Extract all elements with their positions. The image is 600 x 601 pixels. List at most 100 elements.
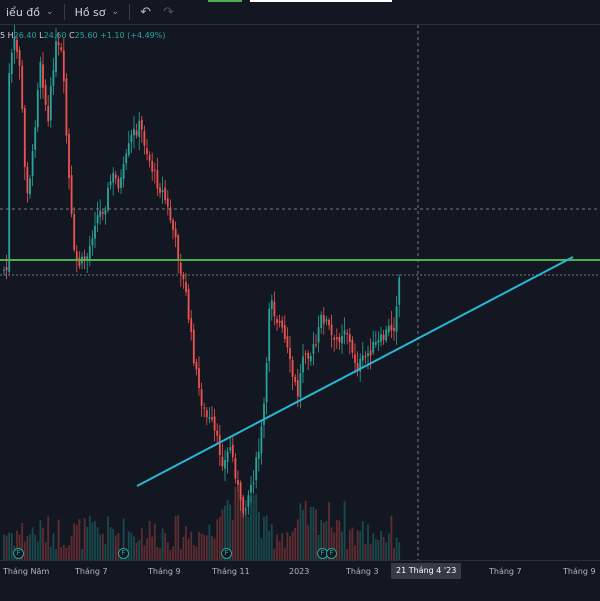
candle-body bbox=[39, 61, 42, 88]
candle-body bbox=[198, 368, 200, 389]
candle-body bbox=[239, 482, 242, 500]
low-key: L bbox=[39, 31, 44, 40]
candle-body bbox=[328, 319, 330, 326]
volume-bar bbox=[317, 534, 320, 560]
candle-body bbox=[278, 320, 281, 323]
volume-bar bbox=[211, 536, 213, 560]
volume-bar bbox=[99, 534, 102, 560]
volume-bar bbox=[359, 531, 362, 560]
candle-body bbox=[302, 356, 304, 373]
volume-bar bbox=[281, 532, 284, 560]
volume-bar bbox=[372, 533, 375, 560]
volume-bar bbox=[361, 521, 364, 560]
volume-bar bbox=[18, 534, 21, 560]
candle-body bbox=[343, 330, 346, 335]
candle-body bbox=[330, 324, 333, 335]
candle-body bbox=[380, 334, 382, 342]
volume-bar bbox=[377, 540, 380, 560]
volume-bar bbox=[395, 537, 398, 560]
candle-body bbox=[190, 318, 193, 333]
close-value: 25.60 bbox=[74, 31, 98, 40]
candle-body bbox=[369, 350, 372, 356]
x-tick-label: Tháng 11 bbox=[212, 567, 250, 576]
price-chart[interactable] bbox=[0, 25, 600, 560]
candle-body bbox=[52, 70, 55, 86]
event-flag-icon[interactable]: F bbox=[118, 548, 129, 559]
candle-body bbox=[164, 187, 167, 201]
event-flag-icon[interactable]: F bbox=[326, 548, 337, 559]
volume-bar bbox=[393, 547, 395, 560]
volume-bar bbox=[252, 495, 255, 560]
volume-bar bbox=[244, 500, 247, 560]
candle-body bbox=[377, 340, 380, 343]
volume-bar bbox=[263, 516, 265, 560]
candle-body bbox=[153, 169, 156, 171]
candle-body bbox=[29, 178, 31, 195]
chart-menu-button[interactable]: iểu đồ ⌄ bbox=[0, 0, 60, 24]
profile-menu-button[interactable]: Hồ sơ ⌄ bbox=[69, 0, 126, 24]
volume-bar bbox=[221, 509, 224, 560]
undo-icon[interactable]: ↶ bbox=[140, 4, 151, 20]
candle-body bbox=[107, 187, 109, 211]
candle-body bbox=[281, 320, 284, 328]
crosshair-date-label: 21 Tháng 4 '23 bbox=[391, 563, 462, 579]
candle-body bbox=[289, 347, 291, 360]
redo-icon[interactable]: ↷ bbox=[162, 4, 174, 20]
active-indicator bbox=[208, 0, 242, 2]
candle-body bbox=[47, 105, 50, 122]
candle-body bbox=[68, 133, 70, 178]
candle-body bbox=[276, 319, 278, 324]
volume-bar bbox=[130, 532, 133, 560]
candle-body bbox=[382, 334, 385, 340]
volume-bar bbox=[257, 511, 260, 560]
candle-body bbox=[252, 482, 255, 484]
volume-bar bbox=[242, 509, 245, 560]
volume-bar bbox=[101, 533, 104, 560]
event-flag-icon[interactable]: F bbox=[13, 548, 24, 559]
candle-body bbox=[200, 389, 203, 406]
volume-bar bbox=[231, 519, 234, 560]
volume-bar bbox=[273, 548, 276, 560]
candle-body bbox=[10, 52, 13, 75]
volume-bar bbox=[390, 515, 393, 560]
top-toolbar: iểu đồ ⌄ Hồ sơ ⌄ ↶ ↷ bbox=[0, 0, 600, 25]
volume-bar bbox=[268, 530, 271, 560]
volume-bar bbox=[169, 549, 172, 560]
toolbar-divider bbox=[129, 4, 131, 20]
search-field-edge bbox=[250, 0, 392, 2]
volume-bar bbox=[156, 546, 159, 560]
volume-bar bbox=[83, 518, 86, 560]
candle-body bbox=[94, 225, 96, 239]
candlesticks bbox=[3, 25, 401, 518]
candle-body bbox=[161, 190, 164, 193]
volume-bar bbox=[294, 527, 297, 560]
volume-bar bbox=[146, 538, 148, 560]
volume-bar bbox=[122, 518, 125, 560]
volume-bar bbox=[190, 531, 193, 560]
volume-bar bbox=[114, 535, 117, 560]
volume-bar bbox=[374, 538, 377, 560]
volume-bar bbox=[52, 533, 55, 560]
candle-body bbox=[224, 460, 226, 469]
volume-bar bbox=[179, 549, 182, 560]
candle-body bbox=[221, 456, 224, 467]
volume-bar bbox=[21, 522, 24, 560]
volume-bar bbox=[23, 541, 26, 560]
volume-bar bbox=[42, 527, 44, 560]
x-tick-label: Tháng Năm bbox=[3, 567, 50, 576]
volume-bar bbox=[255, 493, 258, 560]
candle-body bbox=[234, 458, 237, 479]
x-tick-label: Tháng 3 bbox=[346, 567, 379, 576]
event-flag-icon[interactable]: F bbox=[221, 548, 232, 559]
candle-body bbox=[172, 219, 174, 230]
volume-bar bbox=[31, 527, 34, 560]
ohlc-legend: 5 H26.40 L24.60 C25.60 +1.10 (+4.49%) bbox=[0, 30, 166, 42]
volume-bar bbox=[60, 547, 63, 560]
candle-body bbox=[75, 251, 78, 259]
candle-body bbox=[213, 416, 216, 431]
time-axis[interactable]: Tháng Năm Tháng 7 Tháng 9 Tháng 11 2023 … bbox=[0, 560, 600, 601]
candle-body bbox=[182, 274, 185, 280]
candle-body bbox=[218, 435, 221, 456]
volume-bar bbox=[224, 505, 226, 560]
volume-bar bbox=[182, 537, 185, 560]
